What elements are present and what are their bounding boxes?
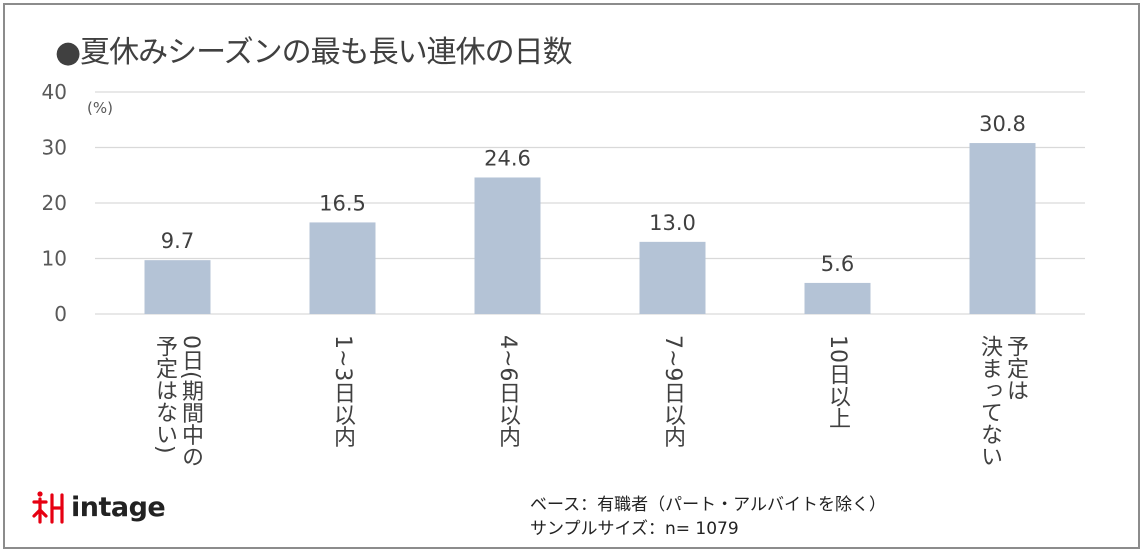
- y-tick-label: 30: [42, 136, 67, 160]
- chart-frame: ●夏休みシーズンの最も長い連休の日数 0 10 20 30 40 (%) 9.7 予定はない)…: [3, 3, 1140, 549]
- category-label-column: 7~9日以内: [660, 335, 685, 448]
- category-label: 10日以上: [825, 335, 850, 429]
- data-label: 9.7: [161, 229, 194, 253]
- bar: [144, 260, 211, 314]
- category-label: 7~9日以内: [660, 335, 685, 448]
- y-tick-label: 20: [42, 191, 67, 215]
- category-label-column: 1~3日以内: [330, 335, 355, 448]
- data-label: 16.5: [319, 191, 366, 215]
- category-label-column: 4~6日以内: [495, 335, 520, 448]
- data-label: 30.8: [979, 112, 1026, 136]
- chart-title: ●夏休みシーズンの最も長い連休の日数: [55, 35, 573, 70]
- category-label: 4~6日以内: [495, 335, 520, 448]
- bar: [639, 241, 706, 314]
- category-label-column: 決まってない: [977, 335, 1003, 467]
- category-label: 決まってない 予定は: [977, 335, 1029, 467]
- sample-size-note: サンプルサイズ：n= 1079: [530, 519, 739, 539]
- intage-logo-text: intage: [71, 491, 166, 523]
- category-label-column: 0日(期間中の: [178, 335, 204, 468]
- bar: [804, 282, 871, 314]
- category-label: 予定はない) 0日(期間中の: [152, 335, 204, 468]
- category-label: 1~3日以内: [330, 335, 355, 448]
- bar: [474, 177, 541, 314]
- data-label: 13.0: [649, 211, 696, 235]
- y-unit-label: (%): [87, 99, 113, 117]
- intage-logo-icon: [32, 491, 64, 524]
- base-note: ベース：有職者（パート・アルバイトを除く）: [530, 495, 886, 515]
- category-label-column: 予定は: [1003, 335, 1029, 401]
- data-label: 5.6: [821, 252, 854, 276]
- data-label: 24.6: [484, 146, 531, 170]
- footnotes: ベース：有職者（パート・アルバイトを除く） サンプルサイズ：n= 1079: [530, 493, 886, 541]
- bar-chart: 0 10 20 30 40 (%) 9.7 予定はない) 0日(期間中の 16.5 1~3日以内 24…: [42, 80, 1085, 468]
- y-tick-label: 0: [54, 302, 67, 326]
- category-label-column: 10日以上: [825, 335, 850, 429]
- y-tick-label: 40: [42, 80, 67, 104]
- bar: [969, 143, 1036, 314]
- category-label-column: 予定はない): [152, 335, 178, 454]
- bar: [309, 222, 376, 314]
- intage-logo: intage: [31, 489, 166, 525]
- y-tick-label: 10: [42, 247, 67, 271]
